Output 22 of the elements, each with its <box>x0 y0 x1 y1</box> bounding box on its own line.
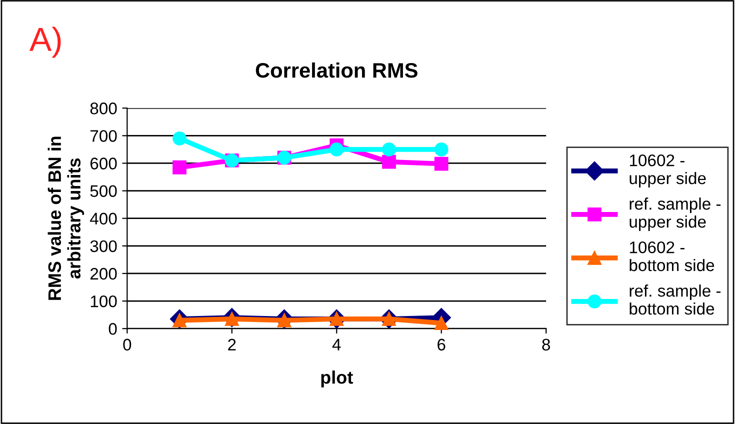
x-tick-label: 4 <box>332 338 341 350</box>
y-tick-label: 200 <box>90 268 117 280</box>
legend-label: 10602 - upper side <box>630 154 706 188</box>
legend-label: ref. sample - upper side <box>630 198 721 231</box>
x-tick-label: 6 <box>438 338 446 351</box>
y-axis-title: RMS value of BN in arbitrary units <box>48 136 84 300</box>
x-tick-label: 0 <box>123 338 132 351</box>
y-tick-label: 600 <box>90 158 117 170</box>
y-tick-label: 500 <box>90 185 117 198</box>
chart-title: Correlation RMS <box>256 62 418 78</box>
y-tick-label: 400 <box>90 212 117 225</box>
y-tick-label: 0 <box>108 323 117 335</box>
y-tick-label: 700 <box>90 130 117 142</box>
x-tick-label: 2 <box>228 338 236 350</box>
x-axis-title: plot <box>321 370 353 388</box>
y-tick-label: 300 <box>90 240 117 252</box>
legend-label: ref. sample - bottom side <box>630 284 721 315</box>
x-tick-label: 8 <box>542 338 550 351</box>
y-tick-label: 100 <box>90 295 117 308</box>
text: A) <box>29 26 61 58</box>
y-tick-label: 800 <box>90 102 117 114</box>
legend-label: 10602 - bottom side <box>630 241 714 272</box>
